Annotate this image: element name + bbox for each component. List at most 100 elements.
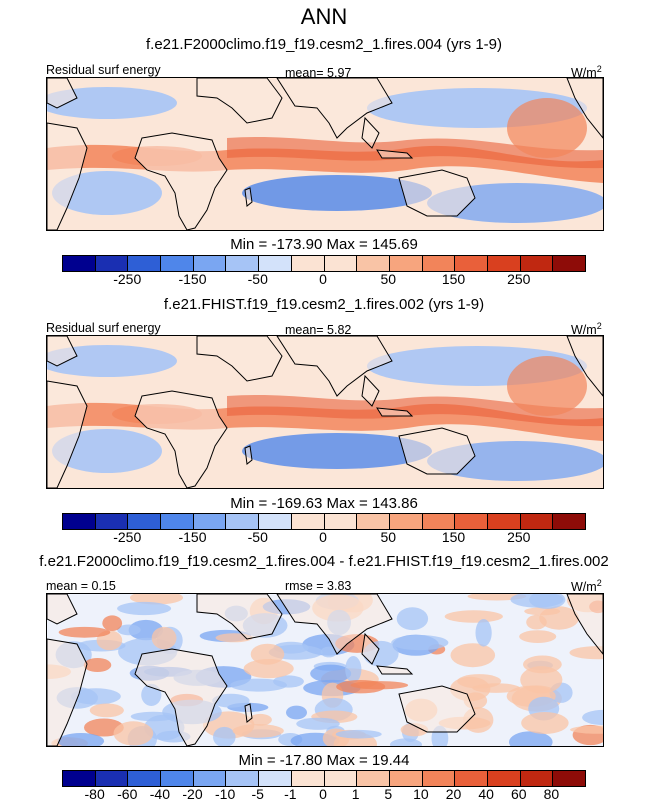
colorbar-tick-label: -250	[113, 529, 142, 545]
anomaly-patch	[117, 624, 141, 636]
colorbar-swatch	[128, 514, 162, 529]
anomaly-patch	[475, 619, 492, 647]
panel-3-map	[46, 593, 604, 747]
panel-1-field	[47, 78, 603, 230]
panel-1-stats: Min = -173.90 Max = 145.69	[230, 236, 418, 253]
colorbar-swatch	[553, 514, 585, 529]
colorbar-tick-label: -50	[247, 529, 268, 545]
anomaly-patch	[310, 664, 352, 683]
coastline	[244, 703, 253, 723]
coastline	[566, 78, 603, 139]
panel-3-units: W/m2	[571, 578, 602, 595]
colorbar-tick-label: 10	[413, 786, 429, 802]
colorbar-swatch	[226, 771, 260, 786]
colorbar-swatch	[324, 514, 358, 529]
warm-core	[227, 394, 603, 427]
colorbar-tick-label: -150	[178, 529, 207, 545]
coastline	[244, 187, 253, 207]
panel-3-stats: Min = -17.80 Max = 19.44	[238, 752, 410, 769]
colorbar-swatch	[520, 771, 554, 786]
anomaly-patch	[444, 610, 503, 623]
anomaly-patch	[286, 705, 307, 720]
colorbar-swatch	[161, 256, 194, 271]
anomaly-patch	[230, 678, 287, 692]
colorbar-swatch	[95, 514, 129, 529]
cold-region	[47, 87, 177, 119]
coastline	[398, 427, 476, 475]
colorbar-tick-label: 250	[507, 529, 531, 545]
coastline	[244, 445, 253, 465]
colorbar-swatch	[95, 256, 129, 271]
coastline	[398, 169, 476, 217]
anomaly-patch	[57, 733, 105, 746]
panel-3-field	[47, 594, 603, 746]
panel-3-rmse-label: rmse = 3.83	[285, 579, 352, 593]
coastline	[376, 665, 414, 675]
panel-1-subtitle: f.e21.F2000climo.f19_f19.cesm2_1.fires.0…	[145, 36, 502, 53]
panel-2-units: W/m2	[571, 321, 602, 338]
colorbar-tick-label: 50	[380, 271, 397, 287]
colorbar-swatch	[455, 771, 488, 786]
colorbar-swatch	[520, 514, 554, 529]
coastline	[566, 336, 603, 397]
anomaly-patch	[336, 680, 386, 694]
anomaly-patch	[523, 655, 562, 674]
panel-2-variable-label: Residual surf energy	[46, 321, 161, 335]
colorbar-swatch	[357, 514, 390, 529]
colorbar-swatch	[422, 256, 456, 271]
colorbar-tick-label: -150	[178, 271, 207, 287]
anomaly-patch	[58, 626, 111, 638]
colorbar-tick-label: -20	[182, 786, 203, 802]
coastline	[196, 594, 283, 640]
coastline	[376, 149, 414, 159]
coastline	[47, 78, 78, 109]
colorbar-tick-label: -250	[113, 271, 142, 287]
coastline	[47, 638, 88, 746]
colorbar-swatch	[63, 256, 96, 271]
colorbar-swatch	[128, 256, 162, 271]
colorbar-tick-label: 0	[319, 529, 327, 545]
panel-2-mean-label: mean= 5.82	[285, 323, 352, 337]
anomaly-patch	[390, 738, 422, 746]
colorbar-tick-label: -1	[284, 786, 297, 802]
colorbar-swatch	[291, 771, 325, 786]
coastline	[47, 122, 88, 230]
colorbar-tick-label: 150	[441, 271, 466, 287]
colorbar-swatch	[226, 514, 260, 529]
colorbar-swatch	[357, 771, 390, 786]
cold-region	[242, 175, 432, 211]
anomaly-patch	[296, 717, 340, 730]
colorbar-tick-label: 0	[319, 786, 327, 802]
coastline	[276, 594, 393, 655]
panel-1-mean-label: mean= 5.97	[285, 66, 352, 80]
anomaly-patch	[102, 615, 123, 631]
panel-2-map	[46, 335, 604, 489]
colorbar-tick-label: -5	[251, 786, 264, 802]
anomaly-patch	[89, 703, 124, 718]
cold-region	[52, 429, 162, 473]
anomaly-patch	[232, 724, 284, 738]
anomaly-patch	[248, 713, 272, 726]
colorbar-tick-label: -50	[247, 271, 268, 287]
anomaly-patch	[117, 601, 172, 616]
anomaly-patch	[130, 594, 183, 605]
coastline	[47, 336, 78, 367]
anomaly-patch	[243, 659, 294, 679]
colorbar-swatch	[63, 771, 96, 786]
colorbar-swatch	[291, 514, 325, 529]
colorbar-tick-label: -80	[84, 786, 105, 802]
colorbar-tick-label: 50	[380, 529, 397, 545]
colorbar-tick-label: 5	[384, 786, 393, 802]
panel-1-map	[46, 77, 604, 231]
figure-title: ANN	[300, 4, 348, 29]
anomaly-patch	[396, 607, 429, 631]
anomaly-patch	[450, 643, 496, 668]
panel-3-subtitle: f.e21.F2000climo.f19_f19.cesm2_1.fires.0…	[39, 553, 609, 570]
coastline	[134, 132, 228, 230]
anomaly-patch	[83, 658, 112, 672]
anomaly-patch	[151, 626, 177, 650]
colorbar-swatch	[455, 256, 488, 271]
panel-3-mean-label: mean = 0.15	[46, 579, 116, 593]
coastline	[276, 336, 393, 397]
colorbar-tick-label: 20	[445, 786, 462, 802]
